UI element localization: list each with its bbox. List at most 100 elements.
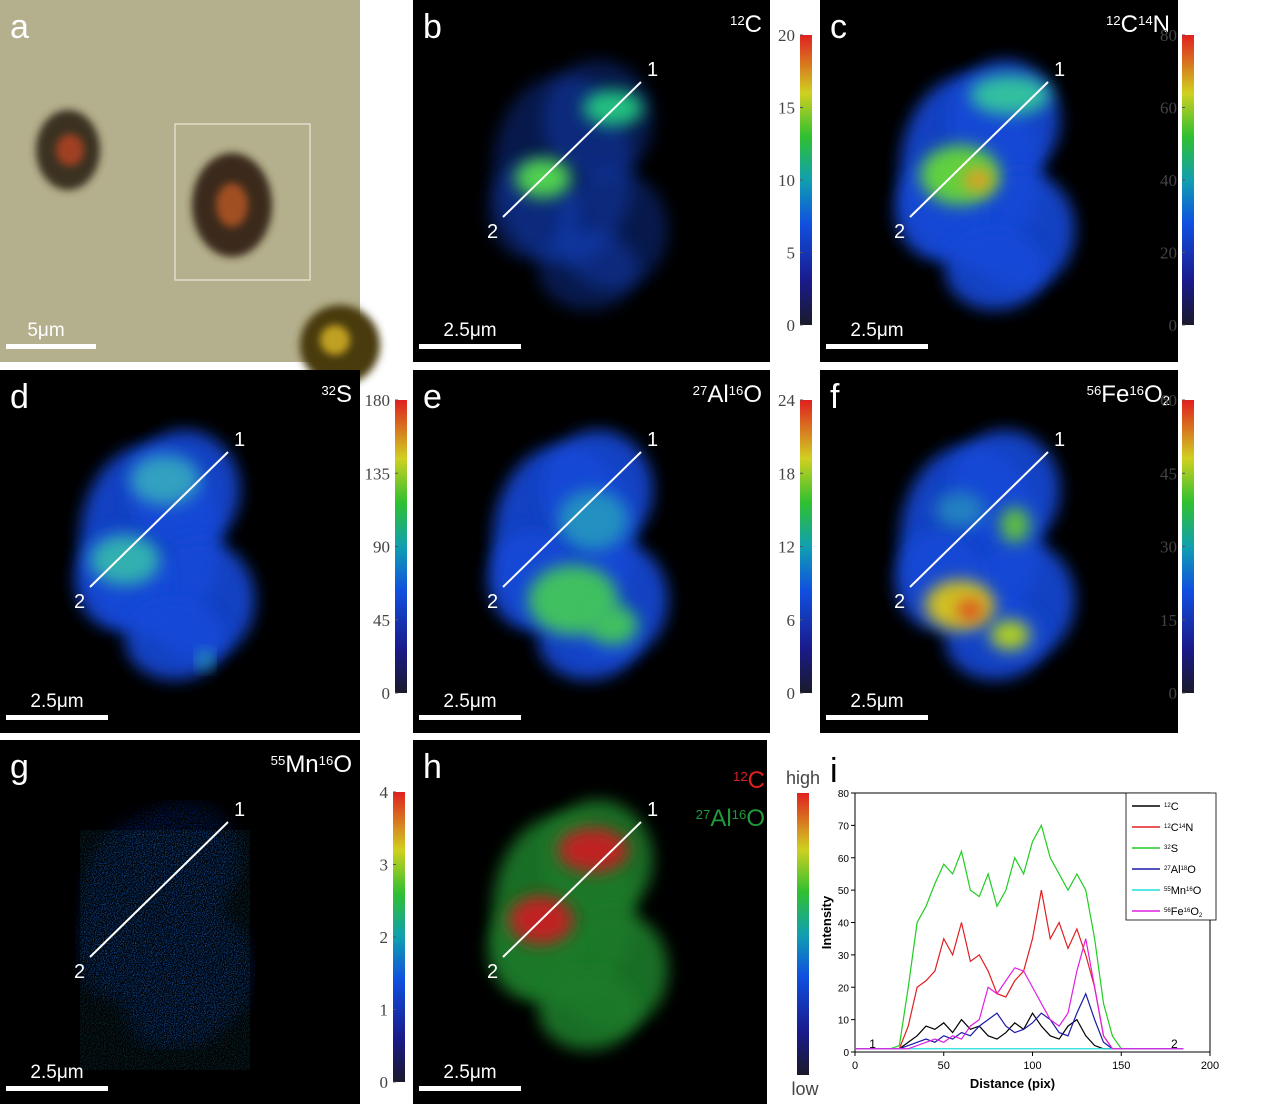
series-line — [855, 992, 1184, 1050]
y-tick-label: 20 — [838, 983, 850, 994]
speckle-layer — [80, 830, 250, 1070]
annotation: 2 — [1171, 1037, 1178, 1051]
y-tick-label: 10 — [838, 1016, 850, 1027]
particle-core — [320, 325, 350, 355]
element: N — [1153, 11, 1170, 38]
panel-label: f — [830, 378, 840, 416]
scale-bar — [826, 344, 928, 349]
line-end-label: 2 — [894, 591, 905, 613]
profile-line — [502, 451, 642, 588]
scale-bar-label: 2.5μm — [443, 320, 496, 341]
line-end-label: 1 — [1054, 59, 1065, 81]
element: C — [748, 767, 765, 794]
signal-map — [895, 430, 1075, 680]
isotope-label: 12C — [730, 11, 762, 38]
element: O — [746, 805, 765, 832]
hot-spot — [1000, 507, 1030, 543]
hot-spot — [130, 455, 200, 505]
colorbar-tick-label: 4 — [380, 783, 389, 802]
y-tick-label: 70 — [838, 821, 850, 832]
profile-line — [502, 81, 642, 218]
colorbar-tick-label: 15 — [778, 99, 795, 118]
superscript: 32 — [321, 383, 336, 398]
colorbar-tick-label: 180 — [365, 391, 391, 410]
isotope-label: 27Al18O — [1164, 864, 1196, 876]
scale-bar-label: 2.5μm — [850, 320, 903, 341]
line-end-label: 2 — [74, 961, 85, 983]
superscript: 12 — [730, 13, 745, 28]
profile-line — [909, 451, 1049, 588]
element: O — [1144, 381, 1163, 408]
legend-box — [1125, 792, 1217, 921]
panel-label: i — [830, 752, 838, 790]
isotope-label: 27Al16O — [693, 381, 762, 408]
colorbar-tick-label: 20 — [778, 26, 795, 45]
hot-spot — [558, 490, 628, 550]
y-tick-label: 50 — [838, 886, 850, 897]
element: Fe — [1101, 381, 1129, 408]
element: Mn — [285, 751, 318, 778]
hot-spot — [90, 535, 160, 585]
superscript: 12 — [1164, 803, 1171, 809]
profile-line — [502, 821, 642, 958]
colorbar-tick-label: 45 — [373, 611, 390, 630]
carbon-region — [558, 828, 628, 872]
colorbar-tick-label: 20 — [1160, 244, 1177, 263]
hot-spot — [935, 492, 985, 528]
scale-bar-label: 2.5μm — [443, 1062, 496, 1083]
subscript: 2 — [1163, 393, 1170, 408]
superscript: 27 — [1164, 866, 1171, 872]
scale-bar — [419, 715, 521, 720]
isotope-label: 12C14N — [1164, 822, 1193, 834]
element: O — [743, 381, 762, 408]
scale-bar-label: 5μm — [27, 320, 64, 341]
y-tick-label: 40 — [838, 919, 850, 930]
particle-core — [216, 183, 248, 227]
colorbar-tick-label: 1 — [380, 1001, 389, 1020]
colorbar-tick-label: 60 — [1160, 99, 1177, 118]
colorbar-tick-label: 0 — [382, 684, 391, 703]
panel-label: h — [423, 748, 442, 786]
element: Al — [710, 805, 731, 832]
isotope-label: 12C14N — [1106, 11, 1170, 38]
superscript: 14 — [1138, 13, 1153, 28]
colorbar-tick-label: 15 — [1160, 611, 1177, 630]
colorbar-tick-label: 90 — [373, 538, 390, 557]
panel-label: g — [10, 748, 29, 786]
hot-spot — [199, 652, 211, 668]
signal-map — [488, 60, 668, 310]
superscript: 16 — [732, 807, 747, 822]
selection-box — [174, 123, 311, 281]
x-tick-label: 150 — [1112, 1060, 1130, 1072]
colorbar-tick-label: 0 — [1169, 316, 1178, 335]
line-end-label: 2 — [487, 221, 498, 243]
x-tick-label: 0 — [852, 1060, 858, 1072]
colorbar-tick-label: 24 — [778, 391, 796, 410]
line-end-label: 1 — [1054, 429, 1065, 451]
superscript: 12 — [1164, 824, 1171, 830]
colorbar-tick-label: 3 — [380, 856, 389, 875]
superscript: 55 — [271, 753, 286, 768]
superscript: 32 — [1164, 845, 1171, 851]
line-end-label: 2 — [894, 221, 905, 243]
y-tick-label: 80 — [838, 789, 850, 800]
line-end-label: 2 — [487, 591, 498, 613]
element: O — [1190, 906, 1199, 918]
panel-label: c — [830, 8, 847, 46]
colorbar-low-label: low — [791, 1079, 819, 1099]
superscript: 27 — [693, 383, 708, 398]
colorbar-tick-label: 18 — [778, 464, 795, 483]
superscript: 16 — [1184, 908, 1191, 914]
scale-bar — [6, 1086, 108, 1091]
subscript: 2 — [1199, 913, 1203, 919]
hot-spot — [990, 620, 1030, 650]
hot-spot — [588, 605, 638, 645]
x-tick-label: 100 — [1023, 1060, 1041, 1072]
superscript: 16 — [1129, 383, 1144, 398]
colorbar-tick-label: 12 — [778, 538, 795, 557]
